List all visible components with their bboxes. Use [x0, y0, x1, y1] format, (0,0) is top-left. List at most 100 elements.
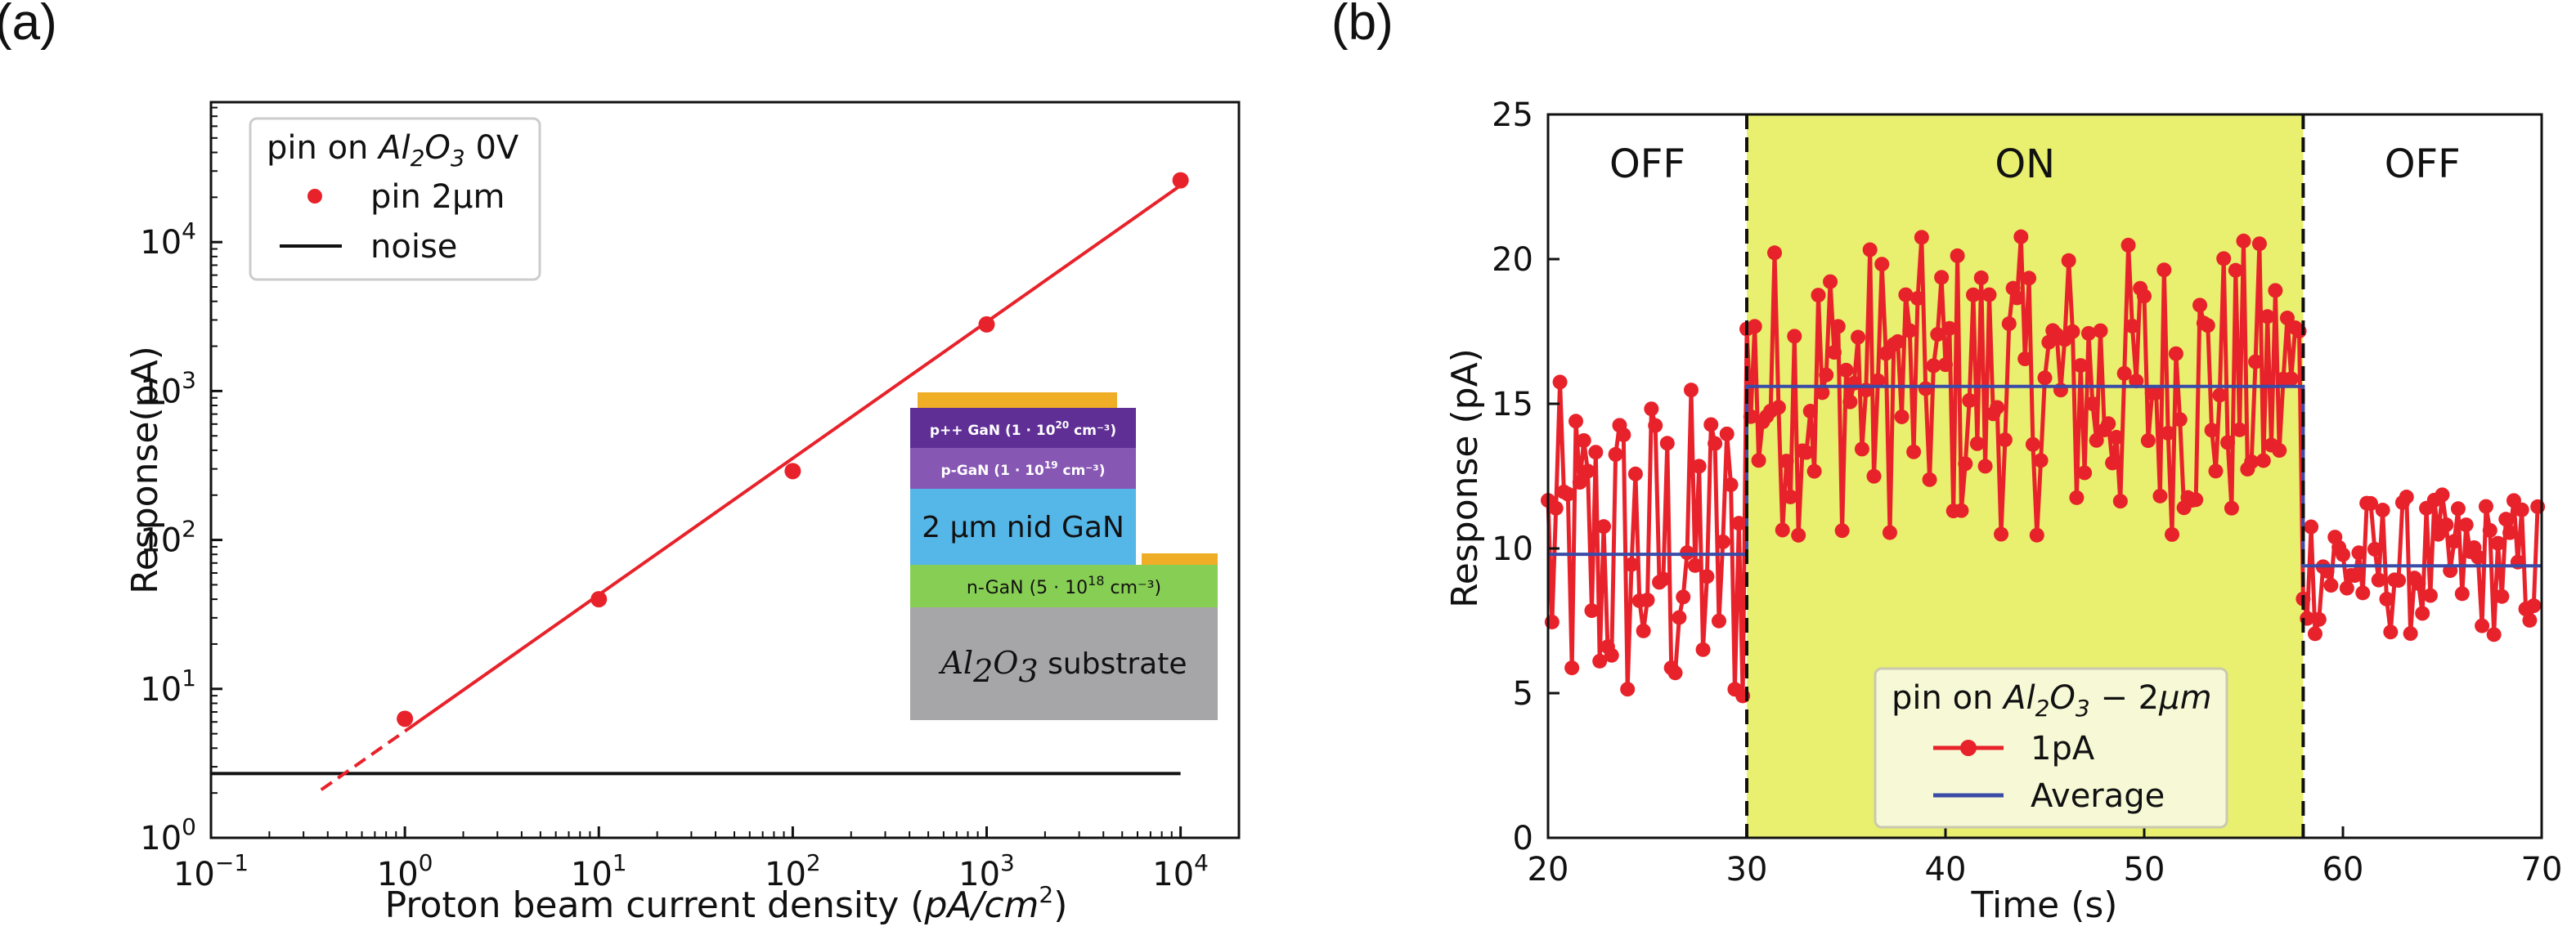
series-1pa-point	[2029, 527, 2044, 543]
x-tick-label: 50	[2124, 851, 2165, 888]
series-1pa-point	[2415, 606, 2430, 621]
series-1pa-point	[1815, 385, 1830, 401]
layer-n-gan	[910, 565, 1218, 608]
series-1pa-point	[2279, 311, 2295, 326]
series-1pa-point	[1592, 653, 1608, 669]
series-1pa-point	[1842, 394, 1858, 410]
series-1pa-point	[1819, 367, 1834, 383]
series-1pa-point	[2212, 387, 2228, 403]
series-1pa-point	[1941, 320, 1957, 336]
layer-p-gan	[910, 448, 1136, 490]
series-1pa-point	[2399, 490, 2414, 505]
series-1pa-point	[2447, 534, 2462, 549]
series-1pa-point	[2319, 563, 2335, 579]
series-1pa-point	[2200, 318, 2215, 333]
legend-b-dot-marker-icon	[1960, 740, 1977, 756]
data-point	[590, 591, 608, 608]
series-1pa-point	[1667, 665, 1683, 681]
chart-a-y-axis-title: Response(pA)	[124, 346, 166, 594]
series-1pa-point	[2367, 541, 2382, 557]
series-1pa-point	[2304, 519, 2319, 535]
layer-ppp-label: p++ GaN (1 · 1020 cm⁻³)	[930, 419, 1116, 439]
series-1pa-point	[2307, 626, 2322, 642]
series-1pa-point	[1672, 610, 1687, 625]
series-1pa-point	[2140, 433, 2156, 449]
x-tick-label: 40	[1925, 851, 1967, 888]
series-1pa-point	[2001, 316, 2017, 332]
series-1pa-point	[1715, 534, 1730, 549]
series-1pa-point	[2108, 429, 2124, 445]
series-1pa-point	[2013, 229, 2029, 244]
series-1pa-point	[1584, 603, 1600, 619]
series-1pa-point	[1990, 400, 2005, 415]
series-1pa-point	[2255, 453, 2271, 468]
series-1pa-point	[2268, 283, 2283, 298]
layer-nid-gan	[910, 489, 1136, 565]
series-1pa-point	[2375, 503, 2390, 518]
layer-ppp-gan	[910, 408, 1136, 449]
legend-b-frame	[1874, 667, 2228, 829]
series-1pa-point	[2228, 262, 2243, 278]
layer-nid-label: 2 µm nid GaN	[922, 511, 1124, 544]
chart-b-marks	[1541, 229, 2546, 704]
series-1pa-point	[2336, 547, 2350, 562]
series-1pa-point	[1691, 459, 1707, 474]
series-1pa-point	[1994, 526, 2009, 542]
data-point	[1172, 172, 1189, 189]
series-1pa-point	[1969, 436, 1985, 451]
series-1pa-point	[1783, 489, 1798, 504]
series-1pa-point	[2105, 455, 2120, 471]
series-1pa-point	[1958, 456, 1973, 472]
series-1pa-point	[1950, 248, 1965, 263]
series-1pa-point	[2216, 251, 2232, 266]
series-1pa-point	[1683, 383, 1699, 398]
series-1pa-point	[2391, 573, 2407, 589]
series-1pa-point	[2323, 578, 2339, 593]
series-1pa-point	[1703, 417, 1719, 432]
chart-b-y-axis-title: Response (pA)	[1444, 348, 1486, 608]
series-1pa-point	[1906, 444, 1922, 459]
series-1pa-point	[2490, 535, 2506, 551]
series-1pa-point	[2454, 586, 2470, 602]
y-tick-label: 104	[140, 217, 196, 262]
series-1pa-point	[2422, 588, 2438, 603]
series-1pa-point	[1655, 571, 1671, 587]
series-1pa-point	[2347, 567, 2363, 583]
chart-a-legend: pin on Al2O3 0V pin 2µm noise	[249, 117, 541, 281]
y-tick-label: 0	[1513, 820, 1533, 857]
layer-p-label: p-GaN (1 · 1019 cm⁻³)	[941, 459, 1106, 479]
series-1pa-point	[1580, 463, 1595, 479]
series-1pa-point	[2283, 371, 2299, 387]
series-1pa-line	[1546, 235, 2540, 698]
series-1pa-point	[2411, 575, 2426, 591]
chart-b-y-tick-labels: 0 5 10 15 20 25	[1492, 96, 1533, 857]
series-1pa-point	[2435, 487, 2450, 503]
series-1pa-point	[2272, 443, 2287, 459]
series-1pa-point	[1620, 682, 1636, 697]
series-1pa-point	[1624, 557, 1640, 572]
series-1pa-point	[2009, 290, 2025, 306]
series-1pa-point	[2232, 422, 2247, 437]
series-1pa-point	[1870, 373, 1886, 388]
series-1pa-point	[2236, 233, 2251, 248]
series-1pa-point	[1596, 519, 1612, 535]
series-1pa-point	[1731, 516, 1747, 531]
series-1pa-point	[1898, 287, 1914, 302]
y-tick-label: 103	[140, 366, 196, 410]
series-1pa-point	[1851, 329, 1866, 345]
series-1pa-point	[1823, 274, 1838, 289]
y-tick-label: 5	[1513, 675, 1533, 713]
chart-b-region-labels: OFF ON OFF	[1609, 141, 2461, 187]
series-1pa-point	[2522, 612, 2538, 628]
y-tick-label: 20	[1492, 241, 1533, 279]
series-1pa-point	[1934, 270, 1950, 285]
series-1pa-point	[2478, 499, 2493, 514]
chart-b-boundaries	[1745, 114, 2305, 838]
series-1pa-point	[1787, 329, 1802, 344]
legend-a-title: pin on Al2O3 0V	[267, 129, 519, 172]
series-1pa-point	[2403, 626, 2418, 642]
x-tick-label: 10−1	[173, 849, 249, 893]
series-1pa-point	[1874, 257, 1890, 272]
series-1pa-point	[2089, 432, 2104, 448]
